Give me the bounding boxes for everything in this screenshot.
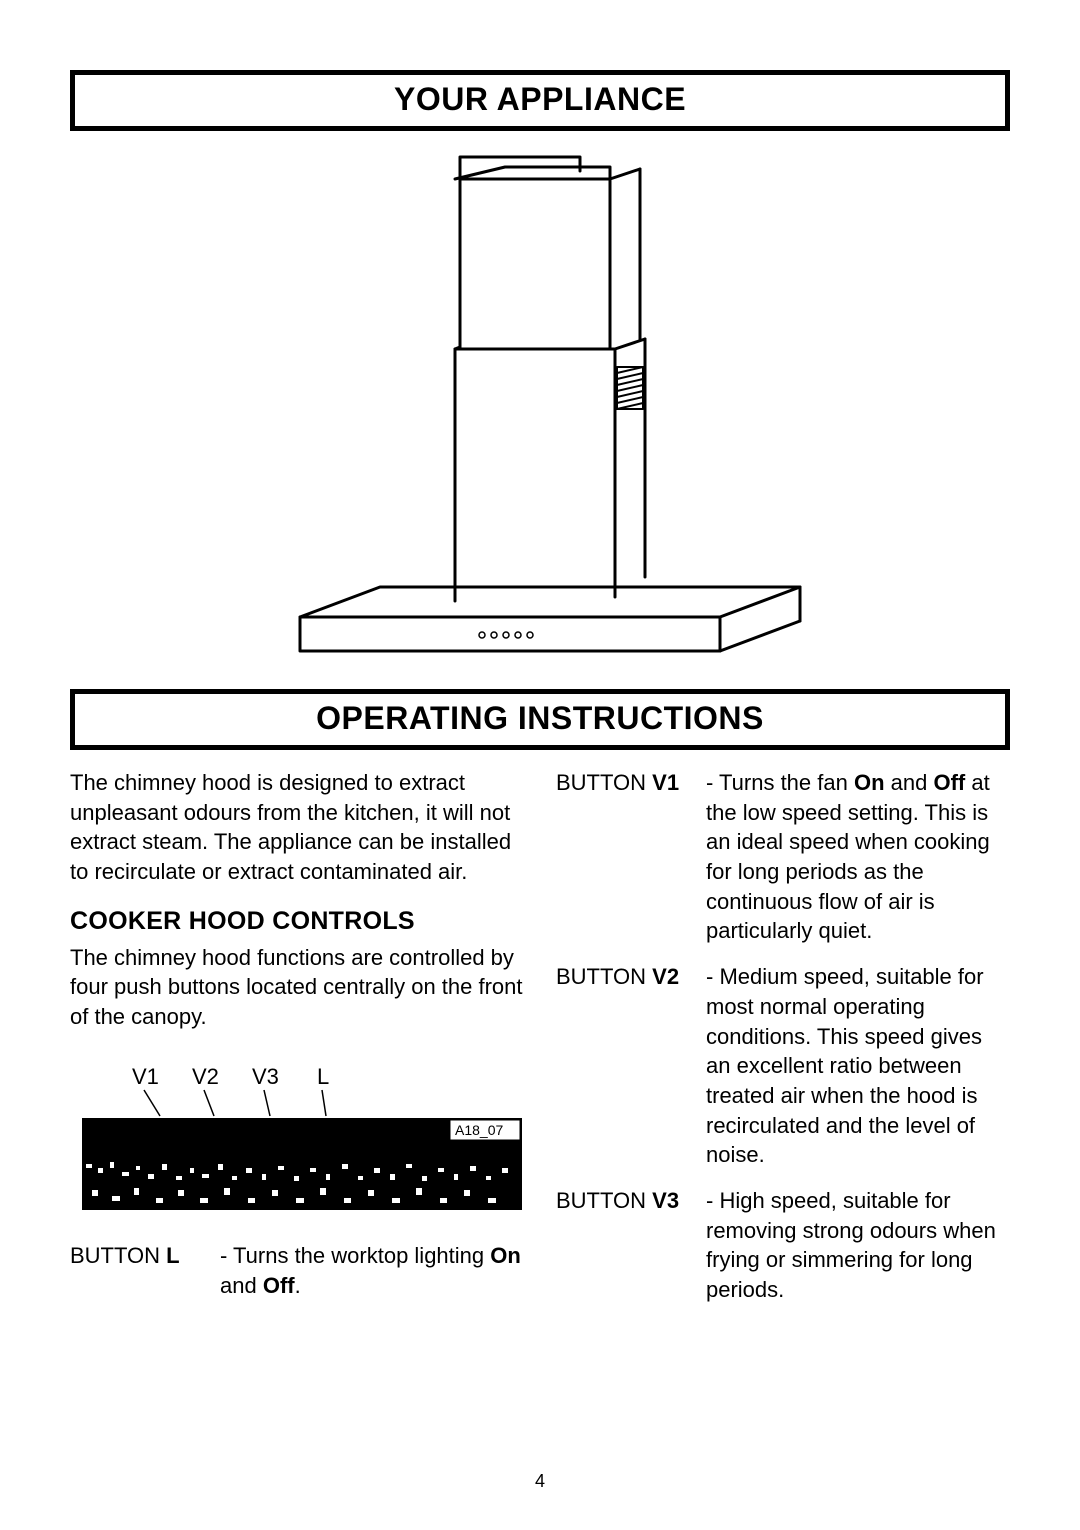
control-panel-diagram: V1 V2 V3 L A18_07 bbox=[82, 1064, 522, 1224]
button-l-desc: - Turns the worktop lighting On and Off. bbox=[220, 1241, 524, 1300]
button-v3-row: BUTTON V3 - High speed, suitable for rem… bbox=[556, 1186, 1010, 1305]
label-v2: V2 bbox=[192, 1064, 219, 1089]
button-v3-desc: - High speed, suitable for removing stro… bbox=[706, 1186, 1010, 1305]
button-v3-label: BUTTON V3 bbox=[556, 1186, 706, 1305]
content-columns: The chimney hood is designed to extract … bbox=[70, 768, 1010, 1321]
label-l: L bbox=[317, 1064, 329, 1089]
button-v2-desc: - Medium speed, suitable for most normal… bbox=[706, 962, 1010, 1170]
button-l-row: BUTTON L - Turns the worktop lighting On… bbox=[70, 1241, 524, 1300]
cooker-hood-diagram bbox=[260, 149, 820, 669]
intro-paragraph: The chimney hood is designed to extract … bbox=[70, 768, 524, 887]
section-title: YOUR APPLIANCE bbox=[394, 81, 686, 117]
section-operating-instructions-header: OPERATING INSTRUCTIONS bbox=[70, 689, 1010, 750]
button-v1-row: BUTTON V1 - Turns the fan On and Off at … bbox=[556, 768, 1010, 946]
button-v2-row: BUTTON V2 - Medium speed, suitable for m… bbox=[556, 962, 1010, 1170]
left-column: The chimney hood is designed to extract … bbox=[70, 768, 524, 1321]
label-v3: V3 bbox=[252, 1064, 279, 1089]
label-v1: V1 bbox=[132, 1064, 159, 1089]
button-v1-desc: - Turns the fan On and Off at the low sp… bbox=[706, 768, 1010, 946]
button-l-label: BUTTON L bbox=[70, 1241, 220, 1300]
manual-page: YOUR APPLIANCE bbox=[0, 0, 1080, 1530]
button-v1-label: BUTTON V1 bbox=[556, 768, 706, 946]
controls-heading: COOKER HOOD CONTROLS bbox=[70, 905, 524, 939]
section-title: OPERATING INSTRUCTIONS bbox=[316, 700, 764, 736]
button-v2-label: BUTTON V2 bbox=[556, 962, 706, 1170]
section-your-appliance-header: YOUR APPLIANCE bbox=[70, 70, 1010, 131]
diagram-ref-label: A18_07 bbox=[455, 1122, 503, 1138]
page-number: 4 bbox=[0, 1471, 1080, 1492]
right-column: BUTTON V1 - Turns the fan On and Off at … bbox=[556, 768, 1010, 1321]
controls-text: The chimney hood functions are controlle… bbox=[70, 943, 524, 1032]
